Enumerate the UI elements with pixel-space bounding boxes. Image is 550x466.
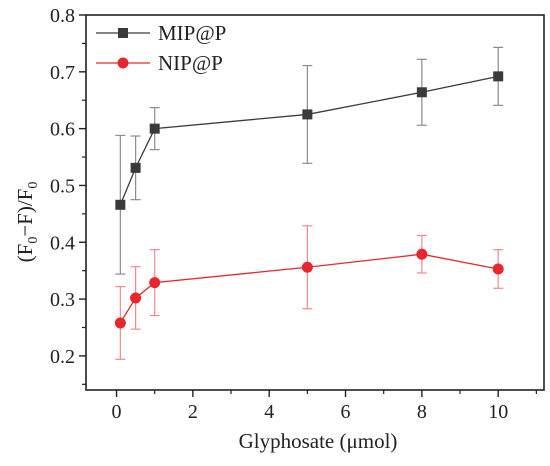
y-axis-title: (F0−F)/F0 [13, 182, 41, 263]
y-tick-label: 0.6 [50, 119, 75, 141]
series-nip-p [114, 225, 504, 360]
data-point [115, 199, 126, 210]
data-point [416, 87, 427, 98]
x-axis-title: Glyphosate (μmol) [239, 429, 398, 453]
data-point [149, 123, 160, 134]
data-point [114, 317, 126, 329]
data-point [149, 277, 161, 289]
y-tick-label: 0.7 [50, 62, 75, 84]
y-axis-title-sub1: 0 [26, 237, 41, 244]
y-tick-label: 0.4 [50, 232, 75, 254]
plot-frame [85, 14, 545, 391]
series-line [119, 75, 499, 206]
y-tick-label: 0.8 [50, 5, 75, 27]
y-axis-title-open: (F [13, 244, 37, 263]
legend-marker [118, 28, 128, 38]
y-tick-label: 0.3 [50, 289, 75, 311]
x-tick-label: 2 [188, 401, 198, 423]
data-point [302, 109, 313, 120]
x-tick-label: 8 [417, 401, 427, 423]
legend-label: NIP@P [158, 51, 223, 75]
y-axis-title-mid: −F)/F [13, 189, 37, 237]
data-point [130, 292, 142, 304]
legend: MIP@P NIP@P [96, 21, 226, 75]
axes [85, 14, 545, 391]
data-point [493, 71, 504, 82]
data-point [130, 162, 141, 173]
data-point [301, 261, 313, 273]
series-mip-p [115, 46, 504, 275]
legend-marker [117, 57, 129, 69]
x-tick-label: 0 [112, 401, 122, 423]
y-axis-title-sub2: 0 [26, 182, 41, 189]
data-point [416, 248, 428, 260]
ticks: 0 2 4 6 8 10 0.2 0.3 0.4 0.5 0.6 0.7 0.8 [50, 5, 537, 423]
y-tick-label: 0.2 [50, 346, 75, 368]
x-tick-label: 6 [341, 401, 351, 423]
y-tick-label: 0.5 [50, 175, 75, 197]
legend-label: MIP@P [158, 21, 226, 45]
x-tick-label: 4 [264, 401, 274, 423]
series [114, 46, 504, 360]
data-point [492, 263, 504, 275]
x-tick-label: 10 [488, 401, 508, 423]
